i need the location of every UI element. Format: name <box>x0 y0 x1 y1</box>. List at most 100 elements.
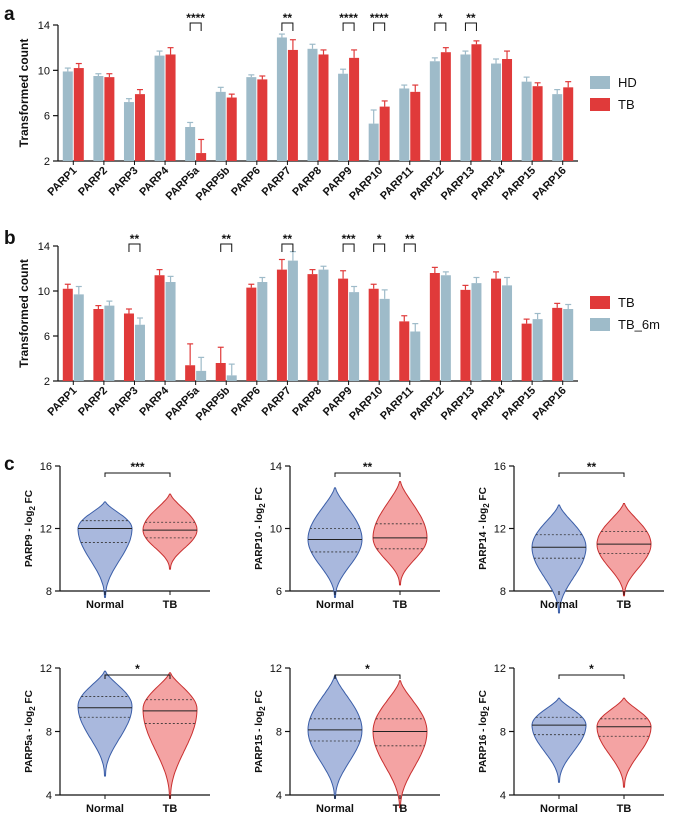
violin-plot-6: 4 8 12 PARP16 - log2 FC Normal TB * <box>478 662 664 815</box>
x-tick-label-tb: TB <box>617 599 632 611</box>
bar-hd <box>460 54 471 161</box>
y-tick-label: 10 <box>38 65 50 77</box>
significance-bracket <box>434 22 447 31</box>
violin-tb <box>596 697 652 788</box>
bar-tb_6m <box>502 285 513 381</box>
bar-tb_6m <box>134 324 145 381</box>
y-axis-label: PARP9 - log2 FC <box>24 490 37 567</box>
significance-label: ** <box>130 232 140 246</box>
bar-tb_6m <box>287 260 298 381</box>
bar-tb_6m <box>563 309 574 381</box>
x-tick-label-tb: TB <box>163 599 178 611</box>
significance-label: **** <box>186 11 205 25</box>
significance-bracket <box>128 243 141 252</box>
y-tick-label: 6 <box>44 331 50 343</box>
y-tick-label: 4 <box>500 790 506 802</box>
y-axis-label: PARP16 - log2 FC <box>478 690 491 773</box>
bar-hd <box>368 123 379 161</box>
x-tick-label: PARP3 <box>107 385 141 419</box>
significance-label: * <box>589 662 594 676</box>
bar-hd <box>521 81 532 161</box>
bar-tb_6m <box>73 294 84 381</box>
significance-label: * <box>377 232 382 246</box>
bar-tb_6m <box>165 282 176 381</box>
bar-tb <box>104 77 115 161</box>
bar-hd <box>338 73 349 161</box>
x-tick-label-normal: Normal <box>316 803 354 815</box>
bar-tb <box>257 79 268 161</box>
significance-bracket <box>558 472 625 477</box>
bar-tb <box>349 57 360 161</box>
bar-hd <box>552 94 563 161</box>
legend-swatch-tb <box>590 98 610 111</box>
bar-hd <box>215 91 226 161</box>
bar-tb <box>460 289 471 381</box>
y-tick-label: 12 <box>40 663 52 675</box>
y-label-main: PARP15 - log <box>254 711 265 773</box>
bar-tb_6m <box>196 370 207 381</box>
x-tick-label: PARP6 <box>229 165 263 199</box>
bar-tb <box>338 278 349 381</box>
bar-hd <box>246 77 257 161</box>
y-label-subscript: 2 <box>258 503 267 508</box>
bar-tb_6m <box>379 298 390 381</box>
y-tick-label: 2 <box>44 156 50 168</box>
x-tick-label: PARP7 <box>260 385 294 419</box>
y-tick-label: 16 <box>494 461 506 473</box>
y-tick-label: 10 <box>270 524 282 536</box>
y-axis-label: PARP10 - log2 FC <box>254 487 267 570</box>
bar-hd <box>491 63 502 161</box>
violin-plot-3: 8 12 16 PARP14 - log2 FC Normal TB ** <box>478 460 664 614</box>
bar-tb <box>123 313 134 381</box>
y-axis-label: Transformed count <box>17 39 31 148</box>
significance-bracket <box>334 472 401 477</box>
x-tick-label-tb: TB <box>393 803 408 815</box>
significance-bracket <box>281 243 294 252</box>
x-tick-label: PARP5b <box>194 384 233 423</box>
legend-label-tb: TB <box>618 97 635 112</box>
violin-plots-c: 8 12 16 PARP9 - log2 FC Normal TB *** 61014PARP… <box>24 460 664 815</box>
panel-letter-a: a <box>4 4 15 25</box>
y-tick-label: 6 <box>44 111 50 123</box>
bar-tb_6m <box>104 305 115 381</box>
y-axis-label: PARP5a - log2 FC <box>24 690 37 773</box>
bar-hd <box>185 127 196 161</box>
x-tick-label: PARP10 <box>347 165 385 203</box>
x-tick-label-normal: Normal <box>86 803 124 815</box>
x-tick-label: PARP1 <box>46 165 80 199</box>
x-tick-label: PARP7 <box>260 165 294 199</box>
x-tick-label-normal: Normal <box>86 599 124 611</box>
significance-label: **** <box>339 11 358 25</box>
violin-plot-2: 6 10 14 PARP10 - log2 FC Normal TB ** <box>254 460 440 611</box>
bar-hd <box>62 71 73 161</box>
x-tick-label-normal: Normal <box>540 599 578 611</box>
bar-tb <box>93 309 104 381</box>
significance-label: *** <box>130 460 144 474</box>
x-tick-label: PARP2 <box>76 165 110 199</box>
significance-label: ** <box>405 232 415 246</box>
bar-tb <box>521 323 532 381</box>
significance-bracket <box>104 472 171 477</box>
y-tick-label: 8 <box>500 586 506 598</box>
y-label-subscript: 2 <box>258 706 267 711</box>
violin-normal <box>307 675 363 799</box>
significance-bracket <box>342 22 355 31</box>
x-tick-label: PARP8 <box>290 385 324 419</box>
y-label-tail: FC <box>478 690 489 706</box>
bar-tb <box>552 307 563 381</box>
y-tick-label: 12 <box>40 524 52 536</box>
significance-bracket <box>334 674 401 679</box>
y-tick-label: 12 <box>494 524 506 536</box>
bar-tb <box>185 365 196 381</box>
x-tick-label: PARP5b <box>194 164 233 203</box>
y-label-tail: FC <box>478 487 489 503</box>
y-tick-label: 4 <box>46 790 52 802</box>
y-tick-label: 12 <box>494 663 506 675</box>
y-tick-label: 4 <box>276 790 282 802</box>
bar-tb_6m <box>440 275 451 381</box>
bar-hd <box>307 48 318 161</box>
significance-label: *** <box>342 232 356 246</box>
x-tick-label: PARP1 <box>46 385 80 419</box>
significance-bracket <box>373 243 386 252</box>
